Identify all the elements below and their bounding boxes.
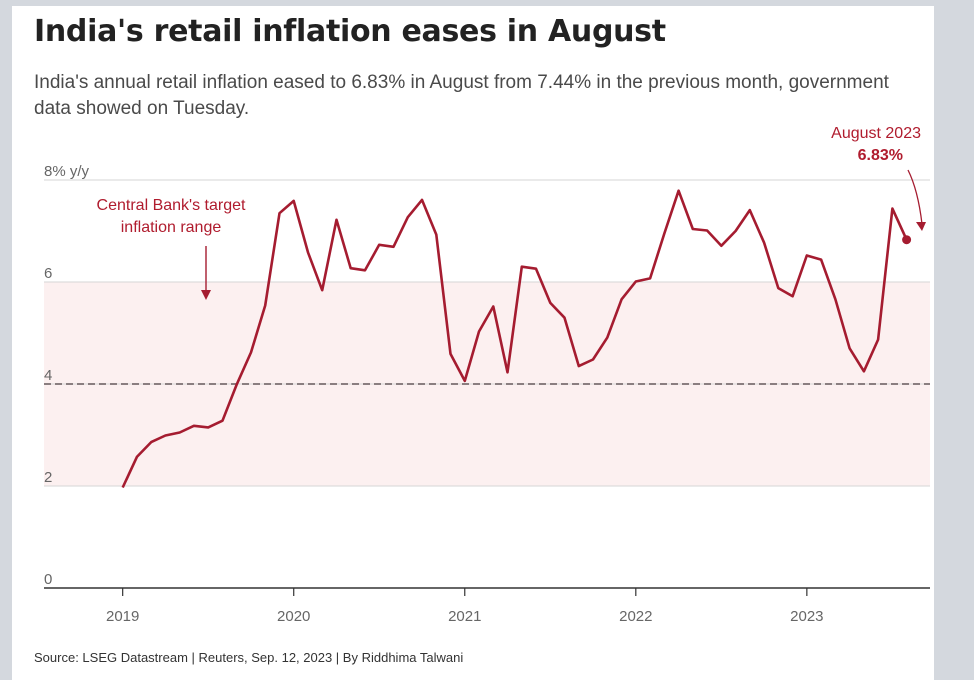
latest-label-value: 6.83% [858,147,903,164]
x-tick-label: 2020 [277,608,310,625]
source-note: Source: LSEG Datastream | Reuters, Sep. … [34,650,464,665]
latest-arrow-curve [907,169,923,225]
y-tick-label: 6 [44,265,52,282]
latest-label-month: August 2023 [831,125,921,142]
latest-value-annotation: August 2023 6.83% [831,125,926,231]
latest-value-dot [902,235,912,245]
x-tick-label: 2023 [790,608,823,625]
y-tick-label: 8% y/y [44,163,90,180]
x-tick-label: 2022 [619,608,652,625]
latest-arrow-icon [916,222,926,231]
y-tick-label: 4 [44,367,52,384]
target-arrow-icon [201,290,211,300]
target-label-line-1: Central Bank's target [97,197,246,214]
x-tick-label: 2019 [106,608,139,625]
chart-subtitle: India's annual retail inflation eased to… [34,72,889,119]
x-axis-ticks: 2019 2020 2021 2022 2023 [106,588,824,625]
y-axis-ticks: 0 2 4 6 8% y/y [44,163,90,588]
x-tick-label: 2021 [448,608,481,625]
y-tick-label: 0 [44,571,52,588]
target-label-line-2: inflation range [121,219,222,236]
inflation-series-line [121,189,908,489]
chart-title: India's retail inflation eases in August [34,14,666,49]
target-range-annotation: Central Bank's target inflation range [97,197,246,300]
y-tick-label: 2 [44,469,52,486]
